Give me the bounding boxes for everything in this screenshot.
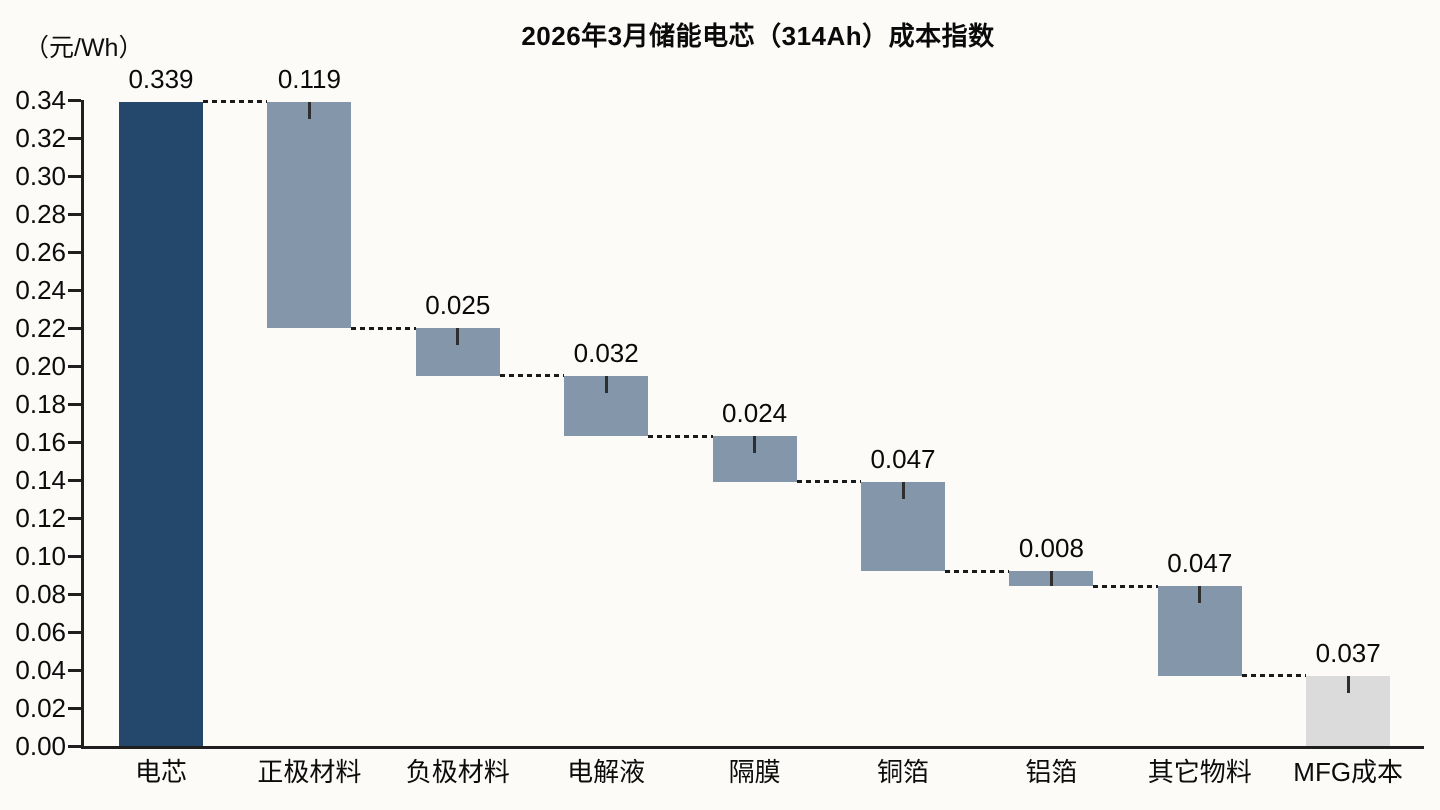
y-axis-tick-label: 0.02 <box>15 693 66 723</box>
bar-value-label: 0.119 <box>277 63 341 94</box>
step-connector <box>945 569 1010 573</box>
y-axis-tick <box>68 631 81 634</box>
x-axis-line <box>81 746 1424 749</box>
step-connector <box>499 374 565 377</box>
bar-whisker <box>1346 675 1350 693</box>
y-axis-tick <box>68 137 81 140</box>
y-axis-tick-label: 0.14 <box>15 465 66 495</box>
x-axis-category-label: 铜箔 <box>876 757 929 787</box>
y-axis-tick-label: 0.30 <box>15 161 66 191</box>
bar-whisker <box>307 101 311 119</box>
bar-step <box>267 101 352 328</box>
y-axis-tick <box>68 99 81 102</box>
y-axis-line <box>81 100 84 749</box>
y-axis-tick-label: 0.10 <box>15 541 66 571</box>
x-axis-category-label: 铝箔 <box>1025 757 1078 787</box>
y-axis-tick <box>68 251 81 254</box>
y-axis-tick <box>68 707 81 710</box>
step-connector <box>1241 674 1307 678</box>
y-axis-tick-label: 0.08 <box>15 579 66 609</box>
bar-value-label: 0.047 <box>1167 548 1233 579</box>
bar-whisker <box>1049 571 1053 587</box>
bar-value-label: 0.047 <box>870 443 936 474</box>
step-connector <box>351 326 416 330</box>
bar-value-label: 0.025 <box>425 290 491 320</box>
y-axis-tick-label: 0.06 <box>15 617 66 647</box>
y-axis-tick <box>68 555 81 558</box>
y-axis-unit-label: （元/Wh） <box>24 34 144 62</box>
y-axis-tick-label: 0.00 <box>15 731 66 761</box>
bar-whisker <box>753 436 757 454</box>
y-axis-tick <box>68 327 81 330</box>
bar-value-label: 0.008 <box>1018 533 1084 564</box>
bar-value-label: 0.024 <box>722 398 788 429</box>
y-axis-tick <box>68 175 81 178</box>
x-axis-category-label: 其它物料 <box>1147 757 1252 787</box>
bar-whisker <box>604 375 608 393</box>
step-connector <box>1093 584 1158 588</box>
bar-total <box>119 101 203 746</box>
x-axis-category-label: MFG成本 <box>1293 757 1404 787</box>
y-axis-tick-label: 0.04 <box>15 655 66 685</box>
y-axis-tick-label: 0.34 <box>15 85 66 115</box>
y-axis-tick <box>68 745 81 748</box>
y-axis-tick-label: 0.22 <box>15 313 66 343</box>
bar-whisker <box>901 481 905 499</box>
step-connector <box>648 434 713 438</box>
y-axis-tick-label: 0.16 <box>15 427 66 457</box>
y-axis-tick <box>68 365 81 368</box>
y-axis-tick-label: 0.28 <box>15 199 66 229</box>
y-axis-tick-label: 0.18 <box>15 389 66 419</box>
y-axis-tick <box>68 669 81 672</box>
chart-title: 2026年3月储能电芯（314Ah）成本指数 <box>521 21 995 51</box>
step-connector <box>796 480 861 484</box>
y-axis-tick-label: 0.32 <box>15 123 66 153</box>
x-axis-category-label: 隔膜 <box>728 757 781 787</box>
x-axis-category-label: 电芯 <box>134 757 187 787</box>
y-axis-tick <box>68 479 81 482</box>
bar-value-label: 0.032 <box>573 337 639 368</box>
y-axis-tick-label: 0.24 <box>15 275 66 305</box>
bar-value-label: 0.037 <box>1315 637 1381 668</box>
step-connector <box>203 100 268 104</box>
bar-value-label: 0.339 <box>128 63 194 94</box>
y-axis-tick-label: 0.12 <box>15 503 66 533</box>
y-axis-tick-label: 0.26 <box>15 237 66 267</box>
x-axis-category-label: 电解液 <box>567 757 646 787</box>
bar-whisker <box>1198 586 1202 604</box>
y-axis-tick <box>68 593 81 596</box>
y-axis-tick-label: 0.20 <box>15 351 66 381</box>
bar-whisker <box>456 328 460 345</box>
x-axis-category-label: 正极材料 <box>257 757 362 787</box>
x-axis-category-label: 负极材料 <box>405 757 510 787</box>
y-axis-tick <box>68 213 81 216</box>
y-axis-tick <box>68 441 81 444</box>
y-axis-tick <box>68 403 81 406</box>
y-axis-tick <box>68 517 81 520</box>
y-axis-tick <box>68 289 81 292</box>
